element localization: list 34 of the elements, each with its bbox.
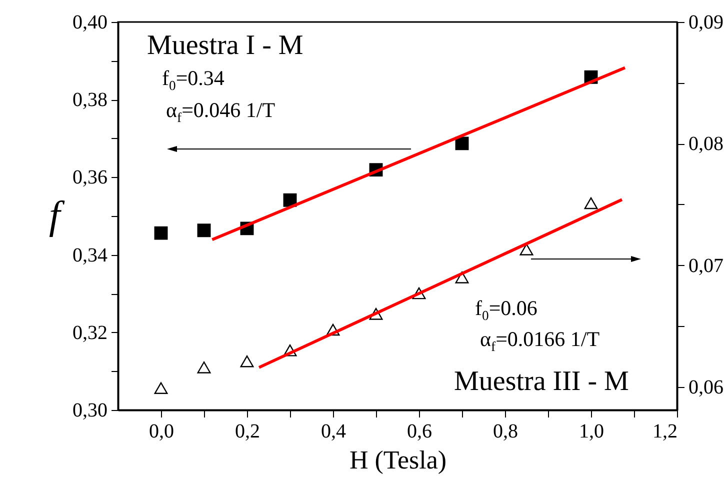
y-tick-label: 0,38 — [72, 89, 108, 112]
annotation: f$_{0}$=0.34 — [162, 66, 224, 94]
point — [240, 355, 254, 368]
annotation: Muestra I - M — [147, 30, 304, 62]
y2-tick-label: 0,06 — [688, 376, 724, 398]
x-tick-label: 0,6 — [407, 420, 432, 442]
x-tick-label: 0,0 — [149, 420, 174, 442]
annotation: f$_{0}$=0.06 — [475, 296, 538, 324]
y-axis-title: f — [48, 192, 65, 238]
x-tick-label: 0,8 — [493, 420, 518, 442]
point — [455, 272, 469, 284]
point — [154, 382, 168, 394]
x-tick-label: 0,2 — [235, 420, 260, 442]
annotation: Muestra III - M — [454, 366, 629, 398]
y2-tick-label: 0,07 — [688, 254, 724, 277]
y-tick-label: 0,34 — [72, 244, 108, 266]
x-axis-title: H (Tesla) — [349, 446, 447, 474]
point — [584, 197, 598, 210]
y-tick-label: 0,36 — [72, 166, 108, 189]
point — [520, 244, 534, 256]
y-tick-label: 0,32 — [72, 322, 108, 344]
x-tick-label: 1,2 — [652, 420, 678, 442]
point — [154, 226, 168, 240]
x-tick-label: 0,4 — [321, 420, 346, 442]
annotation: α$_{f}$=0.0166 1/T — [480, 327, 600, 356]
y-tick-label: 0,30 — [72, 400, 108, 422]
y2-tick-label: 0,09 — [688, 12, 724, 34]
y2-tick-label: 0,08 — [688, 133, 724, 156]
annotation: α$_{f}$=0.046 1/T — [166, 98, 276, 126]
point — [197, 224, 211, 238]
x-tick-label: 1,0 — [579, 420, 604, 442]
y-tick-label: 0,40 — [72, 12, 108, 34]
point — [197, 362, 211, 374]
point — [455, 136, 469, 150]
